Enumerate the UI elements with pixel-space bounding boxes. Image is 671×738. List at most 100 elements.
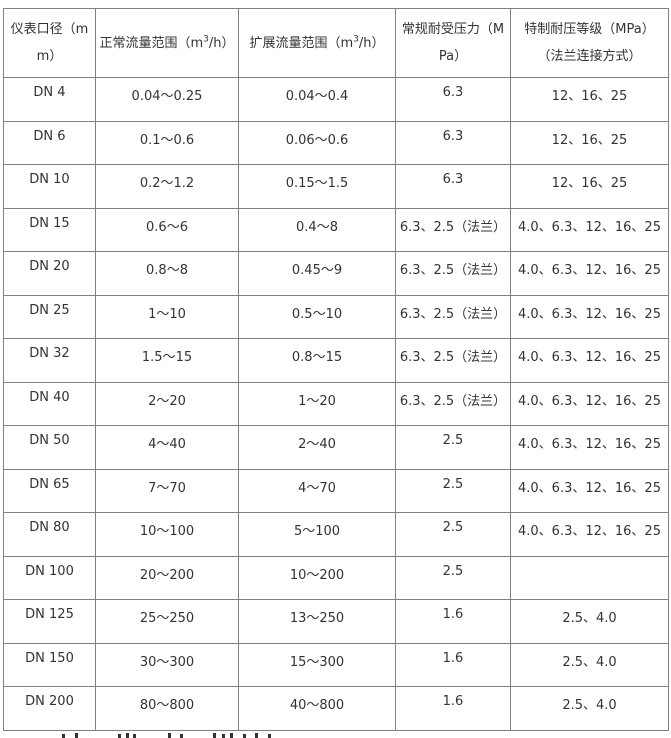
pressure-cell: 1.6 [395, 599, 511, 644]
pressure-cell: 2.5 [395, 512, 511, 557]
pressure-cell: 6.3、2.5（法兰） [395, 381, 511, 426]
table-row: DN 150 30～300 15～300 1.6 2.5、4.0 [3, 642, 669, 687]
special-pressure-cell: 4.0、6.3、12、16、25 [510, 381, 669, 426]
diameter-cell: DN 10 [3, 164, 96, 209]
diameter-cell: DN 25 [3, 294, 96, 339]
pressure-cell: 2.5 [395, 555, 511, 600]
extended-flow-cell: 0.04～0.4 [238, 77, 396, 122]
diameter-cell: DN 20 [3, 251, 96, 296]
pressure-cell: 6.3、2.5（法兰） [395, 294, 511, 339]
table-row: DN 40 2～20 1～20 6.3、2.5（法兰） 4.0、6.3、12、1… [3, 381, 669, 426]
normal-flow-cell: 7～70 [95, 468, 239, 513]
extended-flow-cell: 5～100 [238, 512, 396, 557]
normal-flow-cell: 30～300 [95, 642, 239, 687]
normal-flow-cell: 10～100 [95, 512, 239, 557]
header-row: 仪表口径（mm） 正常流量范围（m3/h） 扩展流量范围（m3/h） 常规耐受压… [3, 8, 669, 78]
pressure-cell: 6.3 [395, 77, 511, 122]
table-row: DN 32 1.5～15 0.8～15 6.3、2.5（法兰） 4.0、6.3、… [3, 338, 669, 383]
special-pressure-cell: 4.0、6.3、12、16、25 [510, 468, 669, 513]
normal-flow-cell: 2～20 [95, 381, 239, 426]
diameter-cell: DN 50 [3, 425, 96, 470]
normal-flow-cell: 25～250 [95, 599, 239, 644]
col-header-normal-flow: 正常流量范围（m3/h） [95, 8, 239, 78]
normal-flow-cell: 1～10 [95, 294, 239, 339]
extended-flow-cell: 0.5～10 [238, 294, 396, 339]
table-row: DN 20 0.8～8 0.45～9 6.3、2.5（法兰） 4.0、6.3、1… [3, 251, 669, 296]
diameter-cell: DN 150 [3, 642, 96, 687]
normal-flow-cell: 1.5～15 [95, 338, 239, 383]
table-row: DN 6 0.1～0.6 0.06～0.6 6.3 12、16、25 [3, 120, 669, 165]
normal-flow-cell: 4～40 [95, 425, 239, 470]
clipped-text-fragment [55, 733, 58, 738]
pressure-cell: 2.5 [395, 468, 511, 513]
special-pressure-cell [510, 555, 669, 600]
diameter-cell: DN 80 [3, 512, 96, 557]
extended-flow-cell: 0.15～1.5 [238, 164, 396, 209]
diameter-cell: DN 40 [3, 381, 96, 426]
special-pressure-cell: 2.5、4.0 [510, 642, 669, 687]
extended-flow-cell: 40～800 [238, 686, 396, 731]
diameter-cell: DN 200 [3, 686, 96, 731]
table-row: DN 50 4～40 2～40 2.5 4.0、6.3、12、16、25 [3, 425, 669, 470]
normal-flow-cell: 80～800 [95, 686, 239, 731]
superscript-3: 3 [353, 34, 359, 45]
extended-flow-cell: 0.8～15 [238, 338, 396, 383]
table-row: DN 65 7～70 4～70 2.5 4.0、6.3、12、16、25 [3, 468, 669, 513]
special-pressure-cell: 4.0、6.3、12、16、25 [510, 338, 669, 383]
diameter-cell: DN 15 [3, 207, 96, 252]
special-pressure-cell: 4.0、6.3、12、16、25 [510, 294, 669, 339]
flowmeter-spec-table: 仪表口径（mm） 正常流量范围（m3/h） 扩展流量范围（m3/h） 常规耐受压… [3, 8, 669, 731]
table-row: DN 125 25～250 13～250 1.6 2.5、4.0 [3, 599, 669, 644]
pressure-cell: 6.3、2.5（法兰） [395, 338, 511, 383]
diameter-cell: DN 65 [3, 468, 96, 513]
extended-flow-cell: 0.45～9 [238, 251, 396, 296]
normal-flow-cell: 0.6～6 [95, 207, 239, 252]
normal-flow-cell: 0.2～1.2 [95, 164, 239, 209]
extended-flow-cell: 10～200 [238, 555, 396, 600]
extended-flow-cell: 1～20 [238, 381, 396, 426]
extended-flow-cell: 15～300 [238, 642, 396, 687]
table-body: DN 4 0.04～0.25 0.04～0.4 6.3 12、16、25 DN … [3, 77, 669, 731]
special-pressure-cell: 12、16、25 [510, 120, 669, 165]
special-pressure-cell: 4.0、6.3、12、16、25 [510, 425, 669, 470]
table-header: 仪表口径（mm） 正常流量范围（m3/h） 扩展流量范围（m3/h） 常规耐受压… [3, 8, 669, 78]
special-pressure-cell: 4.0、6.3、12、16、25 [510, 207, 669, 252]
normal-flow-cell: 0.1～0.6 [95, 120, 239, 165]
extended-flow-cell: 0.06～0.6 [238, 120, 396, 165]
normal-flow-cell: 0.8～8 [95, 251, 239, 296]
special-pressure-cell: 2.5、4.0 [510, 686, 669, 731]
table-row: DN 4 0.04～0.25 0.04～0.4 6.3 12、16、25 [3, 77, 669, 122]
table-row: DN 100 20～200 10～200 2.5 [3, 555, 669, 600]
diameter-cell: DN 32 [3, 338, 96, 383]
table-row: DN 25 1～10 0.5～10 6.3、2.5（法兰） 4.0、6.3、12… [3, 294, 669, 339]
pressure-cell: 6.3 [395, 164, 511, 209]
normal-flow-cell: 20～200 [95, 555, 239, 600]
special-pressure-cell: 12、16、25 [510, 77, 669, 122]
diameter-cell: DN 125 [3, 599, 96, 644]
special-pressure-cell: 2.5、4.0 [510, 599, 669, 644]
extended-flow-cell: 4～70 [238, 468, 396, 513]
extended-flow-cell: 13～250 [238, 599, 396, 644]
diameter-cell: DN 6 [3, 120, 96, 165]
diameter-cell: DN 4 [3, 77, 96, 122]
pressure-cell: 6.3 [395, 120, 511, 165]
col-header-extended-flow: 扩展流量范围（m3/h） [238, 8, 396, 78]
extended-flow-cell: 2～40 [238, 425, 396, 470]
special-pressure-cell: 4.0、6.3、12、16、25 [510, 251, 669, 296]
extended-flow-cell: 0.4～8 [238, 207, 396, 252]
table-row: DN 15 0.6～6 0.4～8 6.3、2.5（法兰） 4.0、6.3、12… [3, 207, 669, 252]
col-header-special-pressure: 特制耐压等级（MPa）（法兰连接方式） [510, 8, 669, 78]
extended-flow-header-text: 扩展流量范围（m3/h） [249, 34, 385, 51]
table-row: DN 80 10～100 5～100 2.5 4.0、6.3、12、16、25 [3, 512, 669, 557]
normal-flow-header-text: 正常流量范围（m3/h） [99, 34, 235, 51]
pressure-cell: 2.5 [395, 425, 511, 470]
table-row: DN 200 80～800 40～800 1.6 2.5、4.0 [3, 686, 669, 731]
diameter-cell: DN 100 [3, 555, 96, 600]
pressure-cell: 6.3、2.5（法兰） [395, 251, 511, 296]
table-row: DN 10 0.2～1.2 0.15～1.5 6.3 12、16、25 [3, 164, 669, 209]
special-pressure-cell: 4.0、6.3、12、16、25 [510, 512, 669, 557]
pressure-cell: 6.3、2.5（法兰） [395, 207, 511, 252]
col-header-diameter: 仪表口径（mm） [3, 8, 96, 78]
special-pressure-cell: 12、16、25 [510, 164, 669, 209]
